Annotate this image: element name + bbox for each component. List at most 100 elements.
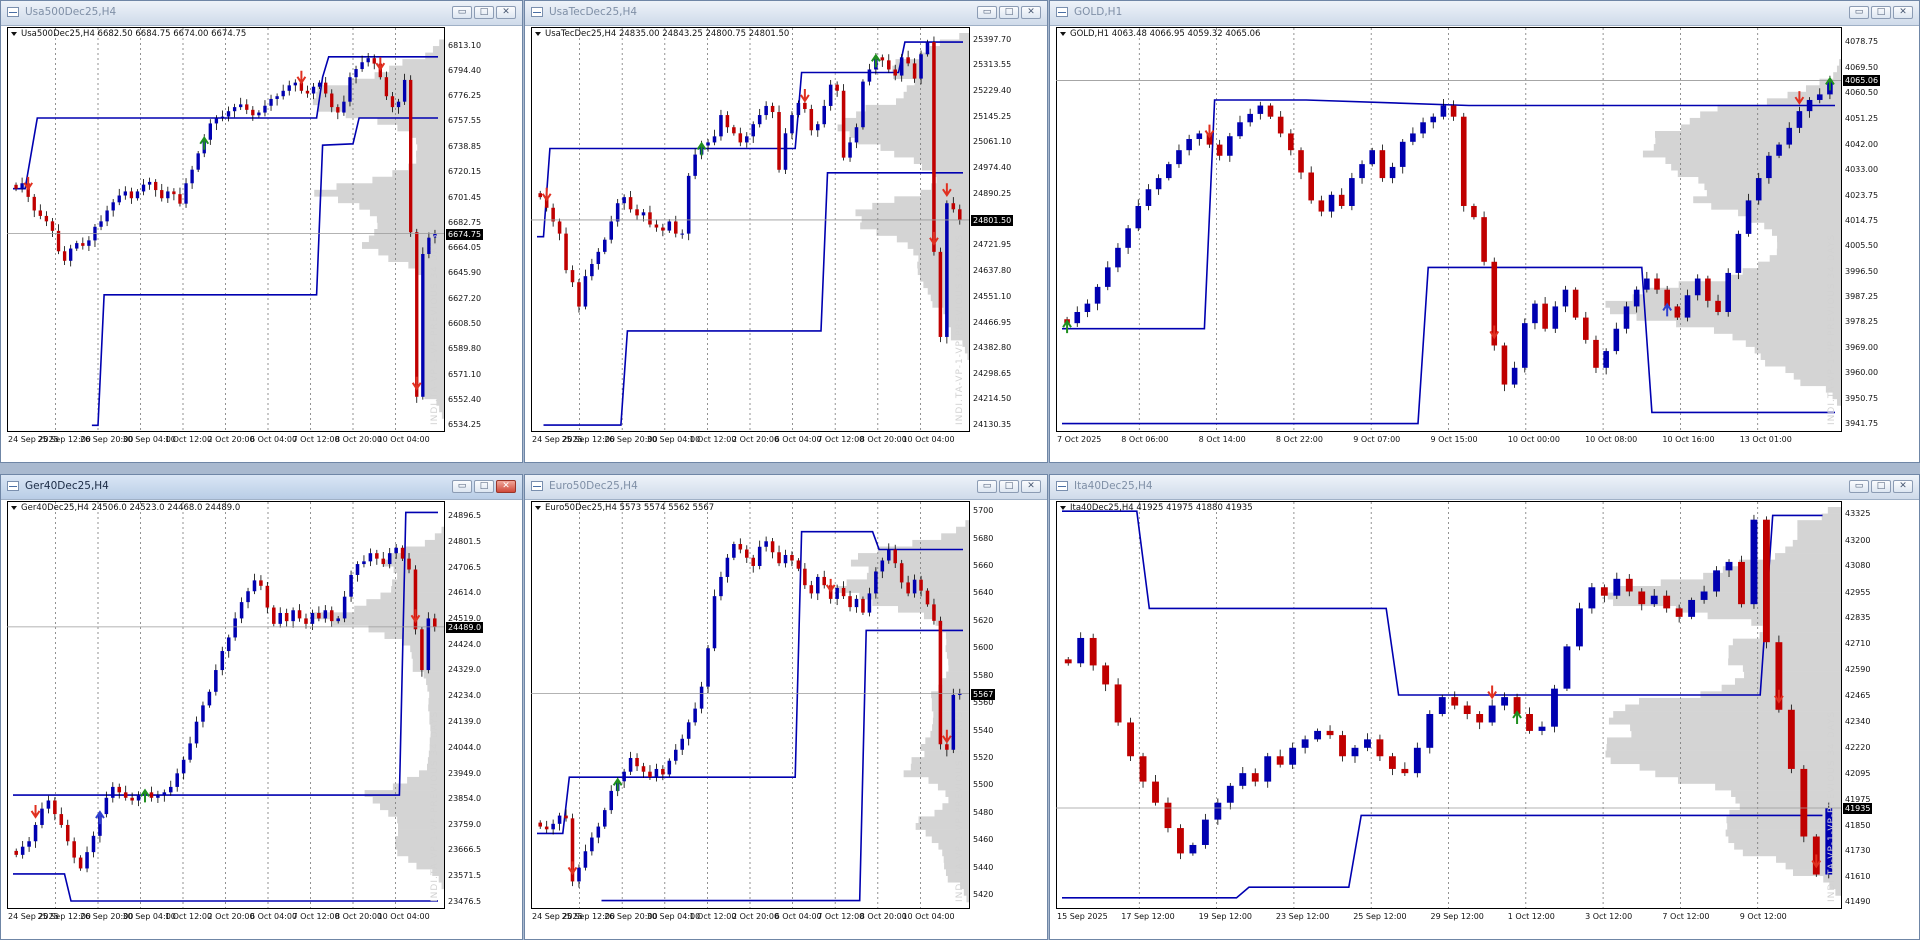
volume-profile-bin — [910, 763, 969, 771]
collapse-triangle-icon[interactable] — [1060, 31, 1066, 36]
candle-body — [822, 576, 827, 586]
price-chart[interactable]: 4078.75 4069.50 4060.50 4051.25 4042.00 4033.… — [1056, 27, 1919, 462]
candle-body — [348, 77, 352, 102]
candle-body — [1276, 756, 1284, 765]
price-chart[interactable]: 24896.5 24801.5 24706.5 24614.0 24519.0 24424… — [7, 501, 522, 939]
candle-body — [1562, 289, 1569, 307]
candle-body — [1450, 105, 1457, 117]
candle-body — [190, 169, 194, 184]
candle-body — [427, 237, 431, 254]
volume-profile-bin — [395, 842, 444, 850]
volume-profile-bin — [424, 327, 444, 334]
volume-profile-bin — [1751, 618, 1841, 626]
candle-body — [654, 768, 659, 778]
volume-profile-bin — [424, 313, 444, 321]
sell-signal-arrow — [942, 183, 952, 198]
window-titlebar[interactable]: Ger40Dec25,H4 ▭ □ ✕ — [1, 475, 522, 500]
volume-profile-bin — [956, 526, 969, 534]
y-axis-tick-label: 42095 — [1845, 769, 1871, 779]
minimize-button[interactable]: ▭ — [452, 6, 472, 19]
volume-profile-bin — [856, 111, 969, 119]
collapse-triangle-icon[interactable] — [1060, 505, 1066, 510]
close-button[interactable]: ✕ — [496, 6, 516, 19]
volume-profile-bin — [1606, 737, 1841, 745]
candle-body — [1084, 303, 1091, 313]
window-titlebar[interactable]: Ita40Dec25,H4 ▭ □ ✕ — [1050, 475, 1919, 500]
candle-body — [1776, 144, 1782, 156]
volume-profile-bin — [868, 566, 969, 574]
candle-body — [590, 264, 594, 277]
candle-body — [706, 648, 710, 687]
maximize-button[interactable]: □ — [1871, 6, 1891, 19]
maximize-button[interactable]: □ — [1871, 480, 1891, 493]
volume-profile-bin — [931, 697, 969, 705]
volume-profile-bin — [429, 691, 444, 699]
volume-profile-bin — [438, 875, 444, 883]
candle-body — [719, 115, 723, 137]
close-button[interactable]: ✕ — [496, 480, 516, 493]
candle-body — [648, 771, 652, 778]
collapse-triangle-icon[interactable] — [11, 31, 17, 36]
close-button[interactable]: ✕ — [1021, 6, 1041, 19]
candle-body — [854, 127, 859, 143]
candle-body — [1399, 141, 1406, 167]
x-axis-tick-label: 8 Oct 06:00 — [1121, 435, 1169, 444]
volume-profile-bin — [1639, 697, 1841, 705]
candle-body — [764, 105, 768, 116]
chart-window-w5[interactable]: Euro50Dec25,H4 ▭ □ ✕ 5700 5680 5660 5640 5620 560… — [524, 474, 1048, 940]
x-axis-tick-label: 17 Sep 12:00 — [1121, 912, 1175, 921]
candle-body — [1796, 111, 1803, 128]
minimize-button[interactable]: ▭ — [452, 480, 472, 493]
volume-profile-bin — [1618, 586, 1841, 593]
price-chart[interactable]: 6813.10 6794.40 6776.25 6757.55 6738.85 6720.… — [7, 27, 522, 462]
collapse-triangle-icon[interactable] — [535, 505, 541, 510]
candle-body — [433, 618, 437, 627]
close-button[interactable]: ✕ — [1893, 480, 1913, 493]
chart-window-w3[interactable]: GOLD,H1 ▭ □ ✕ 4078.75 4069.50 4060.50 4051.25 40… — [1049, 0, 1920, 463]
volume-profile-bin — [408, 163, 444, 171]
window-titlebar[interactable]: Usa500Dec25,H4 ▭ □ ✕ — [1, 1, 522, 26]
minimize-button[interactable]: ▭ — [977, 6, 997, 19]
collapse-triangle-icon[interactable] — [535, 31, 541, 36]
candle-body — [1674, 306, 1681, 318]
close-button[interactable]: ✕ — [1893, 6, 1913, 19]
candle-body — [635, 757, 639, 767]
x-axis-tick-label: 9 Oct 12:00 — [1739, 912, 1787, 921]
maximize-button[interactable]: □ — [474, 480, 494, 493]
maximize-button[interactable]: □ — [999, 480, 1019, 493]
candle-body — [712, 136, 717, 143]
chart-window-w4[interactable]: Ger40Dec25,H4 ▭ □ ✕ 24896.5 24801.5 24706.5 246… — [0, 474, 523, 940]
window-titlebar[interactable]: GOLD,H1 ▭ □ ✕ — [1050, 1, 1919, 26]
chart-window-w6[interactable]: Ita40Dec25,H4 ▭ □ ✕ 43325 43200 43080 42955 4283… — [1049, 474, 1920, 940]
minimize-button[interactable]: ▭ — [1849, 480, 1869, 493]
volume-profile-bin — [948, 796, 969, 804]
candle-body — [732, 544, 736, 558]
volume-profile-bin — [1653, 144, 1841, 151]
maximize-button[interactable]: □ — [999, 6, 1019, 19]
collapse-triangle-icon[interactable] — [11, 505, 17, 510]
candle-body — [1786, 127, 1793, 145]
minimize-button[interactable]: ▭ — [1849, 6, 1869, 19]
price-chart[interactable]: 43325 43200 43080 42955 42835 42710 42590 42465… — [1056, 501, 1919, 939]
y-axis-tick-label: 5540 — [973, 725, 994, 735]
chart-window-w2[interactable]: UsaTecDec25,H4 ▭ □ ✕ 25397.70 25313.55 25229.4… — [524, 0, 1048, 463]
volume-profile-bin — [314, 189, 444, 197]
volume-profile-bin — [345, 111, 444, 119]
price-chart[interactable]: 25397.70 25313.55 25229.40 25145.25 25061.10… — [531, 27, 1047, 462]
volume-profile-bin — [1771, 229, 1841, 236]
minimize-button[interactable]: ▭ — [977, 480, 997, 493]
chart-window-w1[interactable]: Usa500Dec25,H4 ▭ □ ✕ 6813.10 6794.40 6776.25 67… — [0, 0, 523, 463]
y-axis-tick-label: 6738.85 — [448, 141, 482, 151]
candle-body — [1326, 730, 1334, 736]
window-titlebar[interactable]: UsaTecDec25,H4 ▭ □ ✕ — [525, 1, 1047, 26]
window-titlebar[interactable]: Euro50Dec25,H4 ▭ □ ✕ — [525, 475, 1047, 500]
candle-body — [1176, 150, 1182, 165]
volume-profile-bin — [416, 137, 444, 145]
candle-body — [420, 629, 424, 671]
close-button[interactable]: ✕ — [1021, 480, 1041, 493]
price-chart[interactable]: 5700 5680 5660 5640 5620 5600 5580 5560 5540 5520… — [531, 501, 1047, 939]
candle-body — [69, 248, 73, 261]
volume-profile-bin — [408, 261, 444, 269]
candle-body — [409, 79, 413, 233]
maximize-button[interactable]: □ — [474, 6, 494, 19]
